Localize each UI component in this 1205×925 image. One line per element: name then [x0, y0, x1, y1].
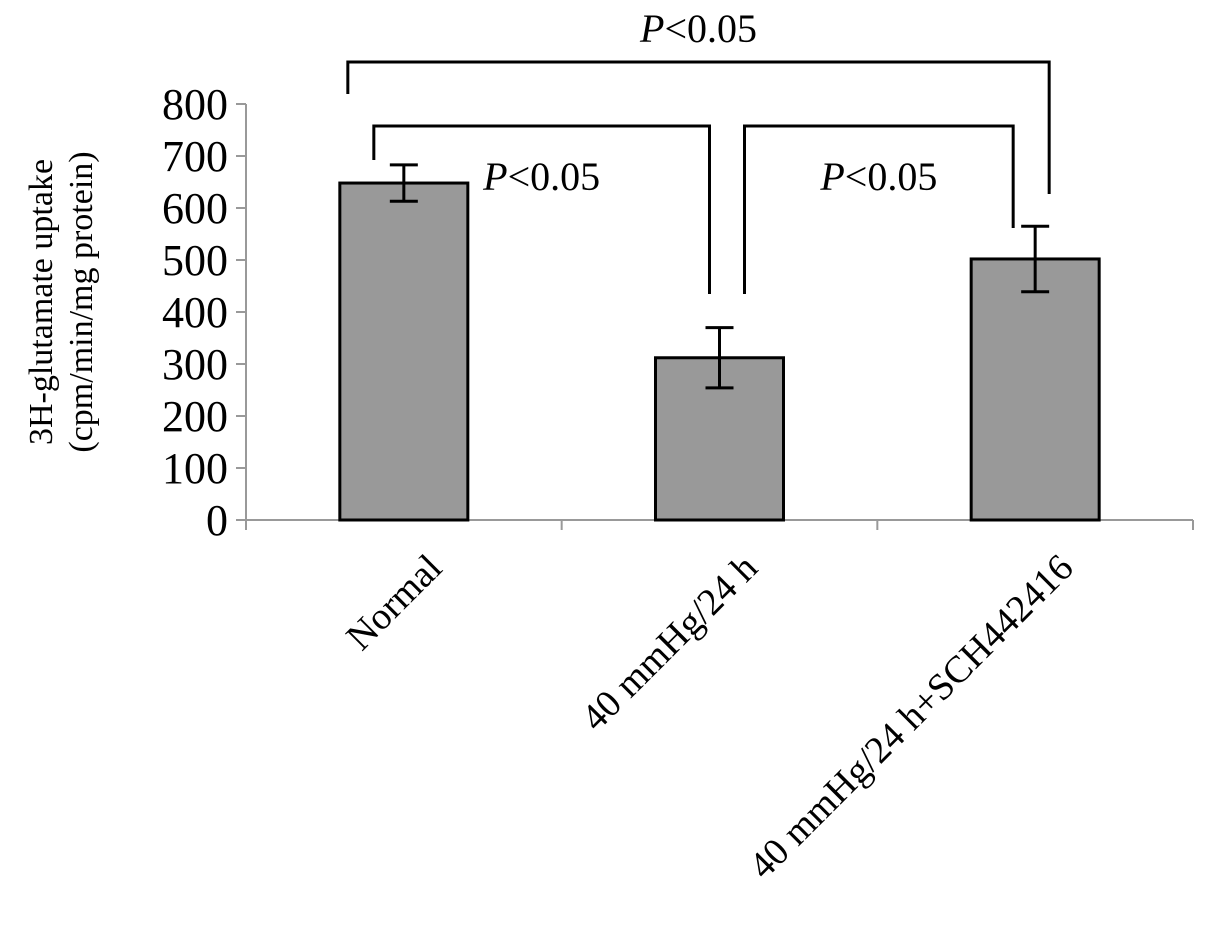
y-tick-label: 800 — [162, 80, 228, 129]
y-tick-label: 0 — [206, 496, 228, 545]
sig-label-threshold: <0.05 — [508, 154, 601, 199]
significance-brackets: P<0.05 P<0.05P<0.05 — [346, 6, 1051, 294]
category-label: Normal — [338, 547, 450, 659]
y-tick-label: 200 — [162, 392, 228, 441]
bar — [969, 257, 1101, 522]
category-label: 40 mmHg/24 h — [573, 547, 765, 739]
sig-bracket — [346, 60, 1051, 194]
y-axis-label: 3H-glutamate uptake(cpm/min/mg protein) — [23, 151, 100, 452]
y-tick-label: 400 — [162, 288, 228, 337]
y-axis-label-line: (cpm/min/mg protein) — [63, 151, 100, 452]
bars — [338, 163, 1101, 522]
sig-label: P<0.05 — [819, 154, 937, 199]
sig-bracket — [743, 124, 1015, 294]
sig-label-p: P — [482, 154, 507, 199]
sig-label-threshold: <0.05 — [845, 154, 938, 199]
sig-label: P<0.05 — [482, 154, 600, 199]
y-axis-label-line: 3H-glutamate uptake — [23, 159, 60, 445]
y-tick-label: 500 — [162, 236, 228, 285]
sig-label-threshold: <0.05 — [664, 6, 757, 51]
sig-label: P<0.05 — [639, 6, 757, 51]
y-tick-label: 300 — [162, 340, 228, 389]
y-tick-label: 700 — [162, 132, 228, 181]
sig-label-p: P — [639, 6, 664, 51]
sig-label-p: P — [819, 154, 844, 199]
bar — [338, 181, 470, 522]
category-label: 40 mmHg/24 h+SCH442416 — [741, 547, 1081, 887]
y-tick-label: 600 — [162, 184, 228, 233]
sig-bracket — [372, 124, 711, 294]
y-tick-label: 100 — [162, 444, 228, 493]
